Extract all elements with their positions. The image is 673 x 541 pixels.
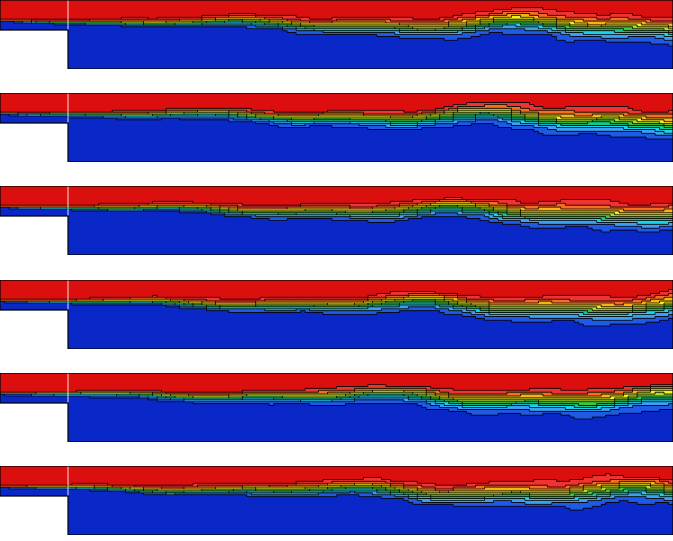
contour-fill: [0, 186, 673, 255]
panel-6: [0, 466, 673, 535]
contour-fill: [0, 280, 673, 349]
panel-1: [0, 0, 673, 69]
contour-fill: [0, 373, 673, 442]
contour-fill: [0, 466, 673, 535]
panel-3: [0, 186, 673, 255]
contour-lines: [0, 197, 673, 233]
contour-fill: [0, 0, 673, 69]
contour-lines: [0, 289, 673, 327]
contour-lines: [0, 102, 673, 140]
contour-fill: [0, 93, 673, 162]
panel-2: [0, 93, 673, 162]
panel-5: [0, 373, 673, 442]
contour-lines: [0, 473, 673, 511]
panel-4: [0, 280, 673, 349]
contour-lines: [0, 384, 673, 420]
contour-lines: [0, 7, 673, 47]
